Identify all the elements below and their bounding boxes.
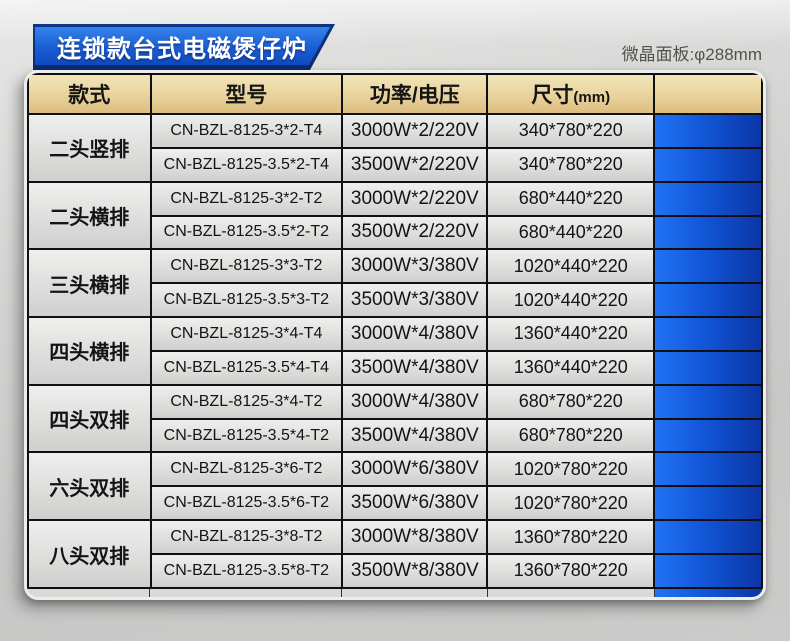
style-cell: 二头横排 [27,180,152,251]
header-power: 功率/电压 [341,73,489,115]
table-row: 二头竖排 CN-BZL-8125-3*2-T4 3000W*2/220V 340*78… [27,113,763,183]
color-swatch-cell [653,146,763,183]
table-row: CN-BZL-8125-3.5*2-T2 3500W*2/220V 680*440*… [28,214,763,251]
power-cell: 3500W*2/220V [341,146,489,183]
power-cell: 3500W*4/380V [341,349,489,386]
size-cell: 1360*780*220 [486,552,656,590]
model-cell: CN-BZL-8125-3.5*4-T2 [149,417,344,454]
model-cell: CN-BZL-8125-3*4-T2 [149,383,344,420]
size-cell: 1020*440*220 [486,248,656,285]
model-cell: CN-BZL-8125-3*2-T4 [149,113,344,149]
table-row: CN-BZL-8125-3.5*3-T2 3500W*3/380V 1020*440… [28,282,763,319]
model-cell: CN-BZL-8125-3.5*3-T2 [149,282,344,319]
header-swatch [653,73,763,115]
color-swatch-cell [653,451,763,488]
spec-table-panel: 款式 型号 功率/电压 尺寸(mm) 二头竖排 CN-BZL-8125-3*2-T… [24,70,766,600]
table-row: 八头双排 CN-BZL-8125-3*8-T2 3000W*8/380V 1360*7… [27,519,763,589]
size-cell: 1020*440*220 [486,282,656,319]
color-swatch-cell [653,316,763,352]
model-cell: CN-BZL-8125-3*4-T4 [149,316,344,352]
table-row: CN-BZL-8125-3.5*6-T2 3500W*6/380V 1020*780… [28,485,763,522]
color-swatch-cell [653,485,763,522]
page-title: 连锁款台式电磁煲仔炉 [57,35,307,63]
model-cell: CN-BZL-8125-3*8-T2 [149,519,344,555]
power-cell: 3500W*4/380V [341,417,489,454]
size-cell: 340*780*220 [486,113,656,149]
style-cell: 四头横排 [27,316,152,386]
table-row: 三头横排 CN-BZL-8125-3*3-T2 3000W*3/380V 1020*4… [27,248,763,319]
size-cell: 1020*780*220 [486,485,656,522]
size-cell: 680*440*220 [486,180,656,217]
header-style: 款式 [27,73,152,115]
spec-table-body: 二头竖排 CN-BZL-8125-3*2-T4 3000W*2/220V 340*78… [27,113,763,590]
style-cell: 四头双排 [27,383,152,454]
style-cell: 八头双排 [27,519,152,589]
model-cell: CN-BZL-8125-3.5*2-T2 [149,214,344,251]
power-cell: 3500W*2/220V [341,214,489,251]
model-cell: CN-BZL-8125-3*6-T2 [149,451,344,488]
size-cell: 1360*440*220 [486,316,656,352]
table-row: CN-BZL-8125-3.5*4-T2 3500W*4/380V 680*780*… [28,417,763,454]
color-swatch-cell [653,282,763,319]
footer-segment [487,589,655,597]
footer-segment [27,589,150,597]
table-row: CN-BZL-8125-3.5*4-T4 3500W*4/380V 1360*440… [28,349,763,386]
power-cell: 3000W*8/380V [341,519,489,555]
power-cell: 3000W*4/380V [341,316,489,352]
color-swatch-cell [653,214,763,251]
table-row: 四头双排 CN-BZL-8125-3*4-T2 3000W*4/380V 680*78… [27,383,763,454]
size-cell: 680*780*220 [486,417,656,454]
panel-footer-strip [27,589,763,597]
spec-table: 款式 型号 功率/电压 尺寸(mm) 二头竖排 CN-BZL-8125-3*2-T… [27,73,763,590]
header-model: 型号 [149,73,344,115]
table-header-row: 款式 型号 功率/电压 尺寸(mm) [27,73,763,115]
table-row: CN-BZL-8125-3.5*8-T2 3500W*8/380V 1360*780… [28,552,763,590]
footer-segment-blue [654,589,763,597]
color-swatch-cell [653,248,763,285]
power-cell: 3500W*3/380V [341,282,489,319]
style-cell: 二头竖排 [27,113,152,183]
size-cell: 340*780*220 [486,146,656,183]
style-cell: 三头横排 [27,248,152,319]
size-cell: 1020*780*220 [486,451,656,488]
table-row: CN-BZL-8125-3.5*2-T4 3500W*2/220V 340*780*… [28,146,763,183]
footer-segment [149,589,342,597]
size-cell: 1360*440*220 [486,349,656,386]
model-cell: CN-BZL-8125-3.5*4-T4 [149,349,344,386]
power-cell: 3000W*3/380V [341,248,489,285]
model-cell: CN-BZL-8125-3.5*2-T4 [149,146,344,183]
power-cell: 3000W*6/380V [341,451,489,488]
model-cell: CN-BZL-8125-3*3-T2 [149,248,344,285]
table-row: 二头横排 CN-BZL-8125-3*2-T2 3000W*2/220V 680*44… [27,180,763,251]
model-cell: CN-BZL-8125-3.5*8-T2 [149,552,344,590]
size-cell: 680*780*220 [486,383,656,420]
panel-size-note: 微晶面板:φ288mm [621,45,762,64]
model-cell: CN-BZL-8125-3*2-T2 [149,180,344,217]
power-cell: 3000W*4/380V [341,383,489,420]
table-row: 四头横排 CN-BZL-8125-3*4-T4 3000W*4/380V 1360*4… [27,316,763,386]
header-size: 尺寸(mm) [486,73,656,115]
color-swatch-cell [653,349,763,386]
header-size-label: 尺寸 [531,84,574,107]
size-cell: 680*440*220 [486,214,656,251]
model-cell: CN-BZL-8125-3.5*6-T2 [149,485,344,522]
power-cell: 3000W*2/220V [341,180,489,217]
color-swatch-cell [653,552,763,590]
table-row: 六头双排 CN-BZL-8125-3*6-T2 3000W*6/380V 1020*7… [27,451,763,522]
style-cell: 六头双排 [27,451,152,522]
header-size-unit: (mm) [573,89,611,106]
color-swatch-cell [653,519,763,555]
footer-segment [342,589,488,597]
color-swatch-cell [653,417,763,454]
power-cell: 3000W*2/220V [341,113,489,149]
color-swatch-cell [653,383,763,420]
color-swatch-cell [653,113,763,149]
color-swatch-cell [653,180,763,217]
power-cell: 3500W*6/380V [341,485,489,522]
size-cell: 1360*780*220 [486,519,656,555]
power-cell: 3500W*8/380V [341,552,489,590]
title-banner: 连锁款台式电磁煲仔炉 [35,27,330,65]
